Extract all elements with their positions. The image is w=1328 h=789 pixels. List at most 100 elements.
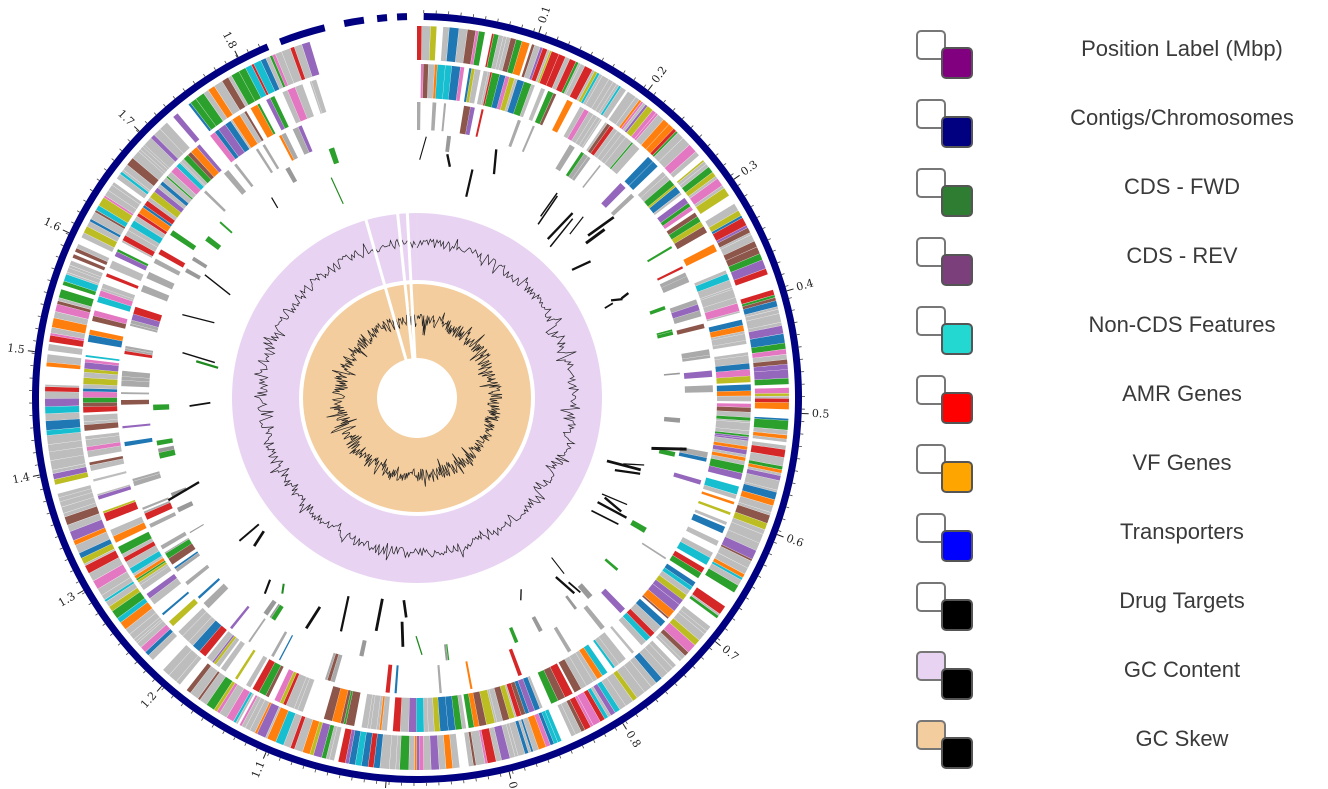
minor-tick xyxy=(591,52,592,55)
amr-vf-feature xyxy=(604,558,618,570)
legend-label: CDS - REV xyxy=(1032,243,1328,269)
amr-vf-feature xyxy=(565,595,577,609)
minor-tick xyxy=(752,587,755,588)
minor-tick xyxy=(738,184,741,186)
minor-tick xyxy=(35,328,38,329)
cds-fwd-feature xyxy=(45,406,79,414)
minor-tick xyxy=(774,542,777,543)
cds-rev-feature xyxy=(717,384,751,391)
position-label: 0.8 xyxy=(623,728,643,750)
non-cds-feature xyxy=(271,631,287,657)
cds-fwd-feature xyxy=(45,387,79,392)
drug-target-mark xyxy=(402,622,403,647)
legend-item-contigs[interactable]: Contigs/Chromosomes xyxy=(912,99,1322,168)
minor-tick xyxy=(718,638,720,640)
minor-tick xyxy=(71,222,74,223)
major-tick xyxy=(157,686,162,691)
minor-tick xyxy=(656,700,658,702)
minor-tick xyxy=(792,310,795,311)
contig-segment xyxy=(344,17,365,27)
amr-vf-feature xyxy=(445,136,451,152)
minor-tick xyxy=(279,758,280,761)
drug-target-mark xyxy=(239,524,258,541)
legend-item-cds-fwd[interactable]: CDS - FWD xyxy=(912,168,1322,237)
minor-tick xyxy=(214,67,216,70)
minor-tick xyxy=(173,96,175,98)
minor-tick xyxy=(488,776,489,779)
legend-swatch-front xyxy=(941,668,973,700)
minor-tick xyxy=(352,777,353,780)
minor-tick xyxy=(41,304,44,305)
legend-swatch-front xyxy=(941,461,973,493)
minor-tick xyxy=(154,113,156,115)
minor-tick xyxy=(795,322,798,323)
minor-tick xyxy=(201,718,203,720)
legend-item-non-cds[interactable]: Non-CDS Features xyxy=(912,306,1322,375)
minor-tick xyxy=(163,104,165,106)
non-cds-feature xyxy=(263,144,280,169)
feature-tracks xyxy=(45,26,789,770)
position-label: 1.6 xyxy=(42,215,63,234)
drug-target-mark xyxy=(254,531,264,546)
legend-item-amr-genes[interactable]: AMR Genes xyxy=(912,375,1322,444)
amr-vf-feature xyxy=(664,373,680,376)
legend-item-vf-genes[interactable]: VF Genes xyxy=(912,444,1322,513)
major-tick xyxy=(715,641,720,645)
legend-item-cds-rev[interactable]: CDS - REV xyxy=(912,237,1322,306)
minor-tick xyxy=(43,501,46,502)
drug-target-mark xyxy=(265,580,270,594)
legend-swatch-front xyxy=(941,323,973,355)
minor-tick xyxy=(510,21,511,24)
position-label: 0.3 xyxy=(738,158,760,179)
minor-tick xyxy=(212,725,214,728)
minor-tick xyxy=(654,92,656,94)
minor-tick xyxy=(110,634,112,636)
cds-fwd-feature xyxy=(755,393,789,396)
drug-target-mark xyxy=(651,448,686,449)
major-tick xyxy=(33,475,40,476)
minor-tick xyxy=(795,471,798,472)
minor-tick xyxy=(789,298,792,299)
minor-tick xyxy=(498,19,499,22)
drug-target-mark xyxy=(621,293,628,298)
amr-vf-feature xyxy=(359,640,366,657)
minor-tick xyxy=(128,139,130,141)
legend-label: Position Label (Mbp) xyxy=(1032,36,1328,62)
non-cds-feature xyxy=(582,165,601,188)
legend-label: Transporters xyxy=(1032,519,1328,545)
non-cds-feature xyxy=(204,584,229,609)
legend-swatch-front xyxy=(941,737,973,769)
non-cds-feature xyxy=(676,324,704,335)
cds-rev-feature xyxy=(83,398,117,403)
legend-item-transporters[interactable]: Transporters xyxy=(912,513,1322,582)
legend-item-gc-skew[interactable]: GC Skew xyxy=(912,720,1322,789)
minor-tick xyxy=(112,159,114,161)
minor-tick xyxy=(710,648,712,650)
minor-tick xyxy=(56,256,59,257)
minor-tick xyxy=(47,280,50,281)
non-cds-feature xyxy=(248,618,265,642)
drug-target-mark xyxy=(282,584,283,594)
minor-tick xyxy=(682,117,684,119)
minor-tick xyxy=(486,16,487,19)
position-label: 0.6 xyxy=(784,532,805,550)
minor-tick xyxy=(65,559,68,560)
contig-ring xyxy=(32,13,802,783)
non-cds-feature xyxy=(146,272,174,290)
minor-tick xyxy=(605,734,606,737)
legend-item-drug-targets[interactable]: Drug Targets xyxy=(912,582,1322,651)
drug-target-mark xyxy=(541,193,557,216)
legend-item-gc-content[interactable]: GC Content xyxy=(912,651,1322,720)
cds-rev-feature xyxy=(400,698,409,732)
minor-tick xyxy=(785,286,788,287)
minor-tick xyxy=(183,89,185,91)
non-cds-feature xyxy=(122,424,150,429)
cds-fwd-feature xyxy=(429,26,436,60)
amr-vf-feature xyxy=(649,306,665,315)
legend-item-position-label[interactable]: Position Label (Mbp) xyxy=(912,30,1322,99)
minor-tick xyxy=(626,721,628,724)
non-cds-feature xyxy=(684,371,712,379)
minor-tick xyxy=(725,629,727,631)
amr-vf-feature xyxy=(664,417,680,423)
minor-tick xyxy=(571,751,572,754)
